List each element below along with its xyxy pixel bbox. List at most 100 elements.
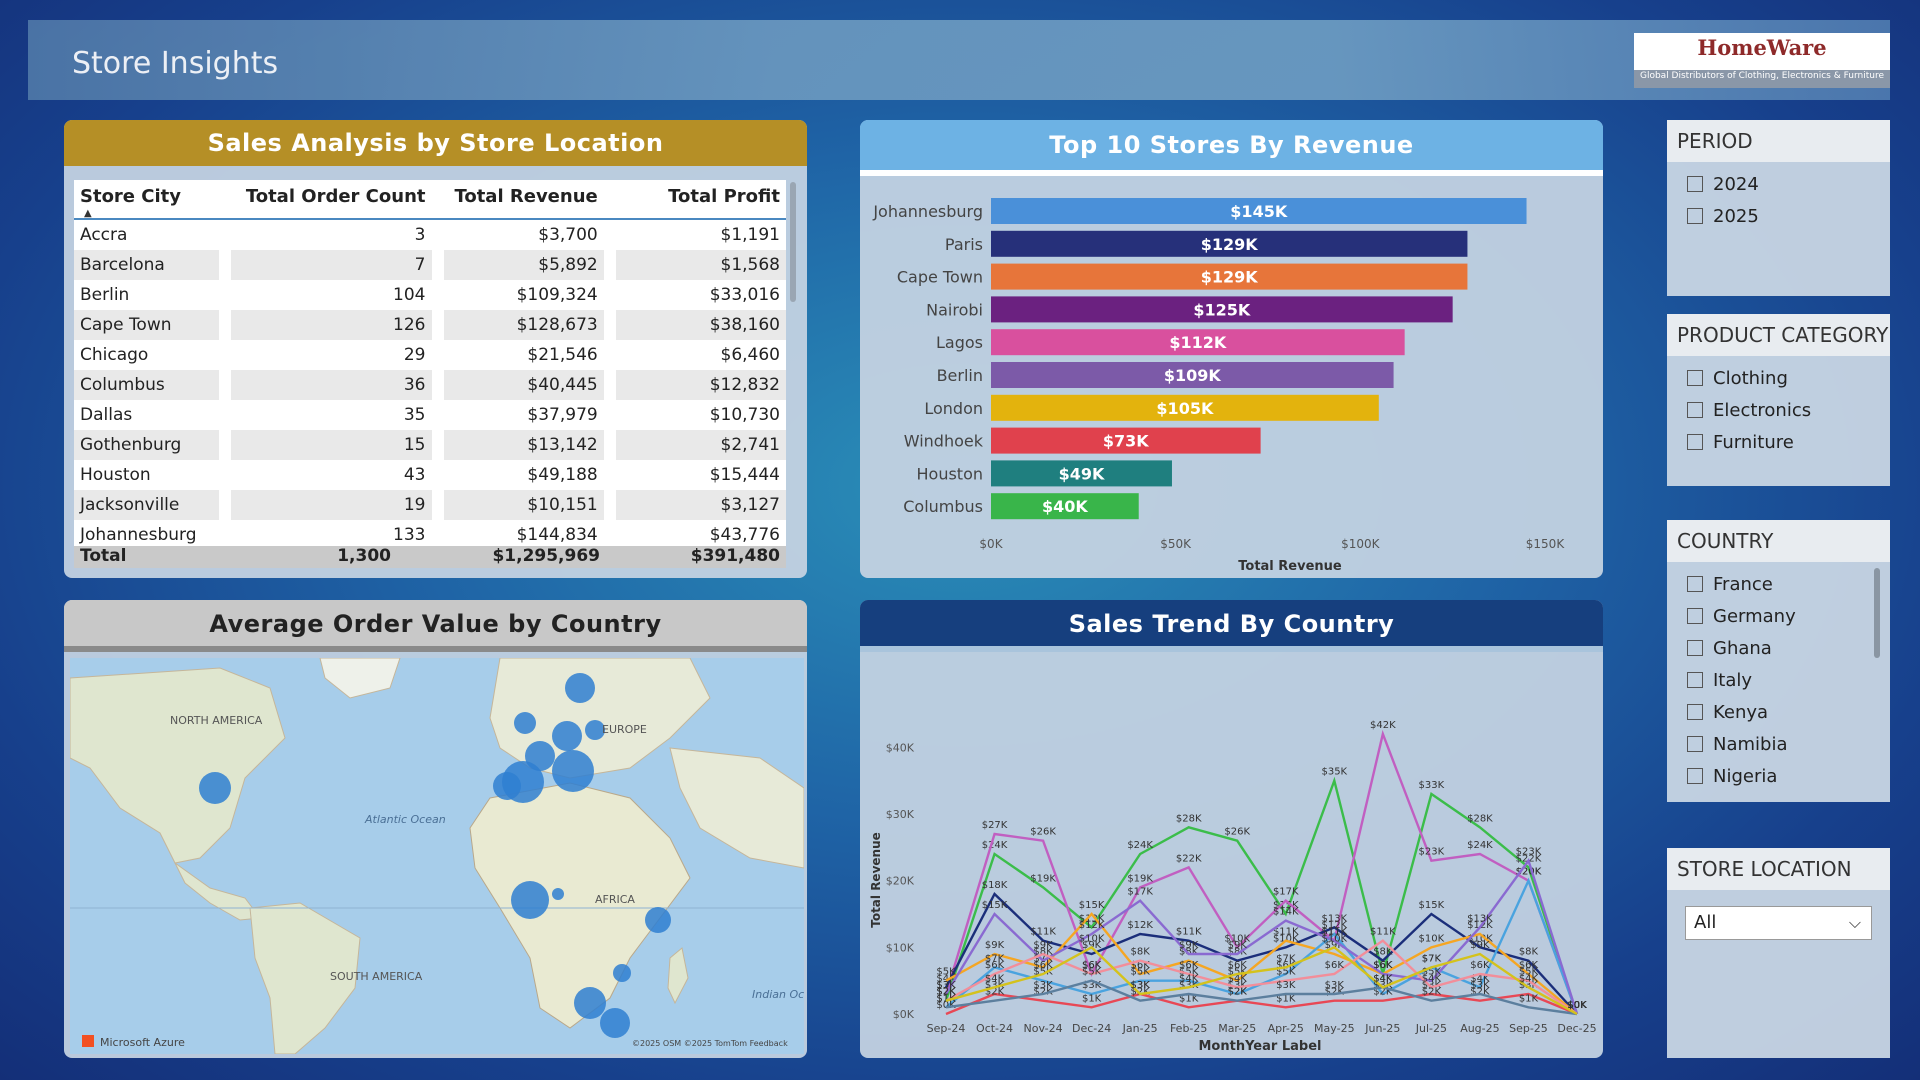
checkbox-icon[interactable] (1687, 370, 1703, 386)
bar[interactable] (991, 329, 1405, 356)
point-data-label: $15K (1079, 900, 1105, 911)
table-total-row: Total 1,300 $1,295,969 $391,480 (74, 546, 786, 568)
period-slicer-title: PERIOD (1667, 120, 1890, 162)
table-row[interactable]: Barcelona 7 $5,892 $1,568 (74, 250, 786, 280)
checkbox-icon[interactable] (1687, 672, 1703, 688)
table-row[interactable]: Houston 43 $49,188 $15,444 (74, 460, 786, 490)
table-row[interactable]: Cape Town 126 $128,673 $38,160 (74, 310, 786, 340)
bar-data-label: $109K (1164, 366, 1222, 385)
checkbox-icon[interactable] (1687, 402, 1703, 418)
country-option[interactable]: Italy (1667, 664, 1890, 696)
category-option[interactable]: Clothing (1667, 362, 1890, 394)
point-data-label: $8K (1131, 947, 1151, 958)
checkbox-icon[interactable] (1687, 736, 1703, 752)
table-row[interactable]: Chicago 29 $21,546 $6,460 (74, 340, 786, 370)
cell-profit: $6,460 (720, 345, 780, 365)
country-option[interactable]: Namibia (1667, 728, 1890, 760)
bar[interactable] (991, 427, 1261, 454)
period-option-label: 2025 (1713, 205, 1759, 227)
table-row[interactable]: Jacksonville 19 $10,151 $3,127 (74, 490, 786, 520)
country-option[interactable]: Nigeria (1667, 760, 1890, 792)
point-data-label: $2K (1228, 987, 1248, 998)
period-option[interactable]: 2024 (1667, 168, 1890, 200)
map-bubble-mozambique (613, 964, 631, 982)
x-tick-label: Sep-24 (927, 1022, 966, 1035)
top-stores-bar-chart: Johannesburg $145K Paris $129K Cape Town $129… (872, 198, 1565, 574)
point-data-label: $2K (936, 987, 956, 998)
chevron-down-icon: ⌵ (1848, 913, 1861, 932)
table-row[interactable]: Dallas 35 $37,979 $10,730 (74, 400, 786, 430)
table-scrollbar[interactable] (790, 182, 796, 302)
table-row[interactable]: Gothenburg 15 $13,142 $2,741 (74, 430, 786, 460)
bar[interactable] (991, 493, 1139, 520)
checkbox-icon[interactable] (1687, 640, 1703, 656)
country-option[interactable]: Germany (1667, 600, 1890, 632)
column-header-store-city[interactable]: Store City (74, 180, 220, 220)
world-map[interactable]: NORTH AMERICA SOUTH AMERICA AFRICA EUROP… (70, 658, 804, 1054)
column-header-revenue[interactable]: Total Revenue (443, 180, 604, 220)
point-data-label: $3K (1276, 980, 1296, 991)
sales-table[interactable]: Store City Total Order Count Total Reven… (74, 180, 786, 565)
table-row[interactable]: Berlin 104 $109,324 $33,016 (74, 280, 786, 310)
series-line[interactable] (944, 892, 1578, 1015)
checkbox-icon[interactable] (1687, 704, 1703, 720)
map-bubbles (199, 673, 671, 1038)
country-option[interactable]: France (1667, 568, 1890, 600)
bar[interactable] (991, 263, 1468, 290)
bar[interactable] (991, 198, 1527, 224)
point-data-label: $1K (1179, 993, 1199, 1004)
country-option-label: Italy (1713, 669, 1753, 691)
country-option[interactable]: Kenya (1667, 696, 1890, 728)
point-data-label: $8K (1033, 947, 1053, 958)
map-bubble-uk (514, 712, 536, 734)
point-data-label: $8K (1519, 947, 1539, 958)
country-option[interactable]: Ghana (1667, 632, 1890, 664)
point-data-label: $11K (1321, 927, 1347, 938)
checkbox-icon[interactable] (1687, 608, 1703, 624)
point-data-label: $20K (1516, 867, 1542, 878)
checkbox-icon[interactable] (1687, 768, 1703, 784)
series-line[interactable] (944, 776, 1579, 1015)
checkbox-icon[interactable] (1687, 434, 1703, 450)
point-data-label: $3K (1131, 980, 1151, 991)
store-location-dropdown[interactable]: All ⌵ (1685, 906, 1872, 940)
point-data-label: $0K (1567, 1000, 1587, 1011)
sort-ascending-icon[interactable]: ▲ (84, 208, 92, 219)
bar[interactable] (991, 296, 1453, 323)
category-option[interactable]: Furniture (1667, 426, 1890, 458)
point-data-label: $6K (1519, 960, 1539, 971)
bar[interactable] (991, 460, 1172, 487)
checkbox-icon[interactable] (1687, 576, 1703, 592)
cell-revenue: $21,546 (527, 345, 598, 365)
country-slicer: COUNTRY France Germany Ghana Italy Kenya Nami… (1667, 520, 1890, 802)
point-data-label: $24K (1467, 840, 1493, 851)
bar[interactable] (991, 394, 1379, 421)
bar[interactable] (991, 230, 1468, 257)
column-header-profit[interactable]: Total Profit (615, 180, 786, 220)
series-line[interactable] (945, 939, 1578, 1015)
series-line[interactable] (945, 979, 1578, 1016)
point-data-label: $6K (1373, 960, 1393, 971)
point-data-label: $11K (1370, 927, 1396, 938)
series-line[interactable] (944, 729, 1579, 1015)
bar[interactable] (991, 362, 1394, 388)
category-option[interactable]: Electronics (1667, 394, 1890, 426)
cell-order-count: 36 (231, 370, 432, 400)
point-data-label: $4K (1519, 973, 1539, 984)
point-data-label: $0K (1567, 1000, 1587, 1011)
country-slicer-scrollbar[interactable] (1874, 568, 1880, 658)
column-header-order-count[interactable]: Total Order Count (231, 180, 432, 220)
sales-table-panel: Sales Analysis by Store Location Store C… (64, 120, 807, 578)
period-option[interactable]: 2025 (1667, 200, 1890, 232)
table-row[interactable]: Johannesburg 133 $144,834 $43,776 (74, 520, 786, 550)
point-data-label: $42K (1370, 720, 1396, 731)
series-line[interactable] (945, 945, 1578, 1016)
map-label-atlantic: Atlantic Ocean (364, 813, 446, 826)
table-row[interactable]: Accra 3 $3,700 $1,191 (74, 220, 786, 250)
point-data-label: $12K (1127, 920, 1153, 931)
point-data-label: $7K (1422, 953, 1442, 964)
checkbox-icon[interactable] (1687, 176, 1703, 192)
checkbox-icon[interactable] (1687, 208, 1703, 224)
series-line[interactable] (945, 992, 1578, 1016)
table-row[interactable]: Columbus 36 $40,445 $12,832 (74, 370, 786, 400)
